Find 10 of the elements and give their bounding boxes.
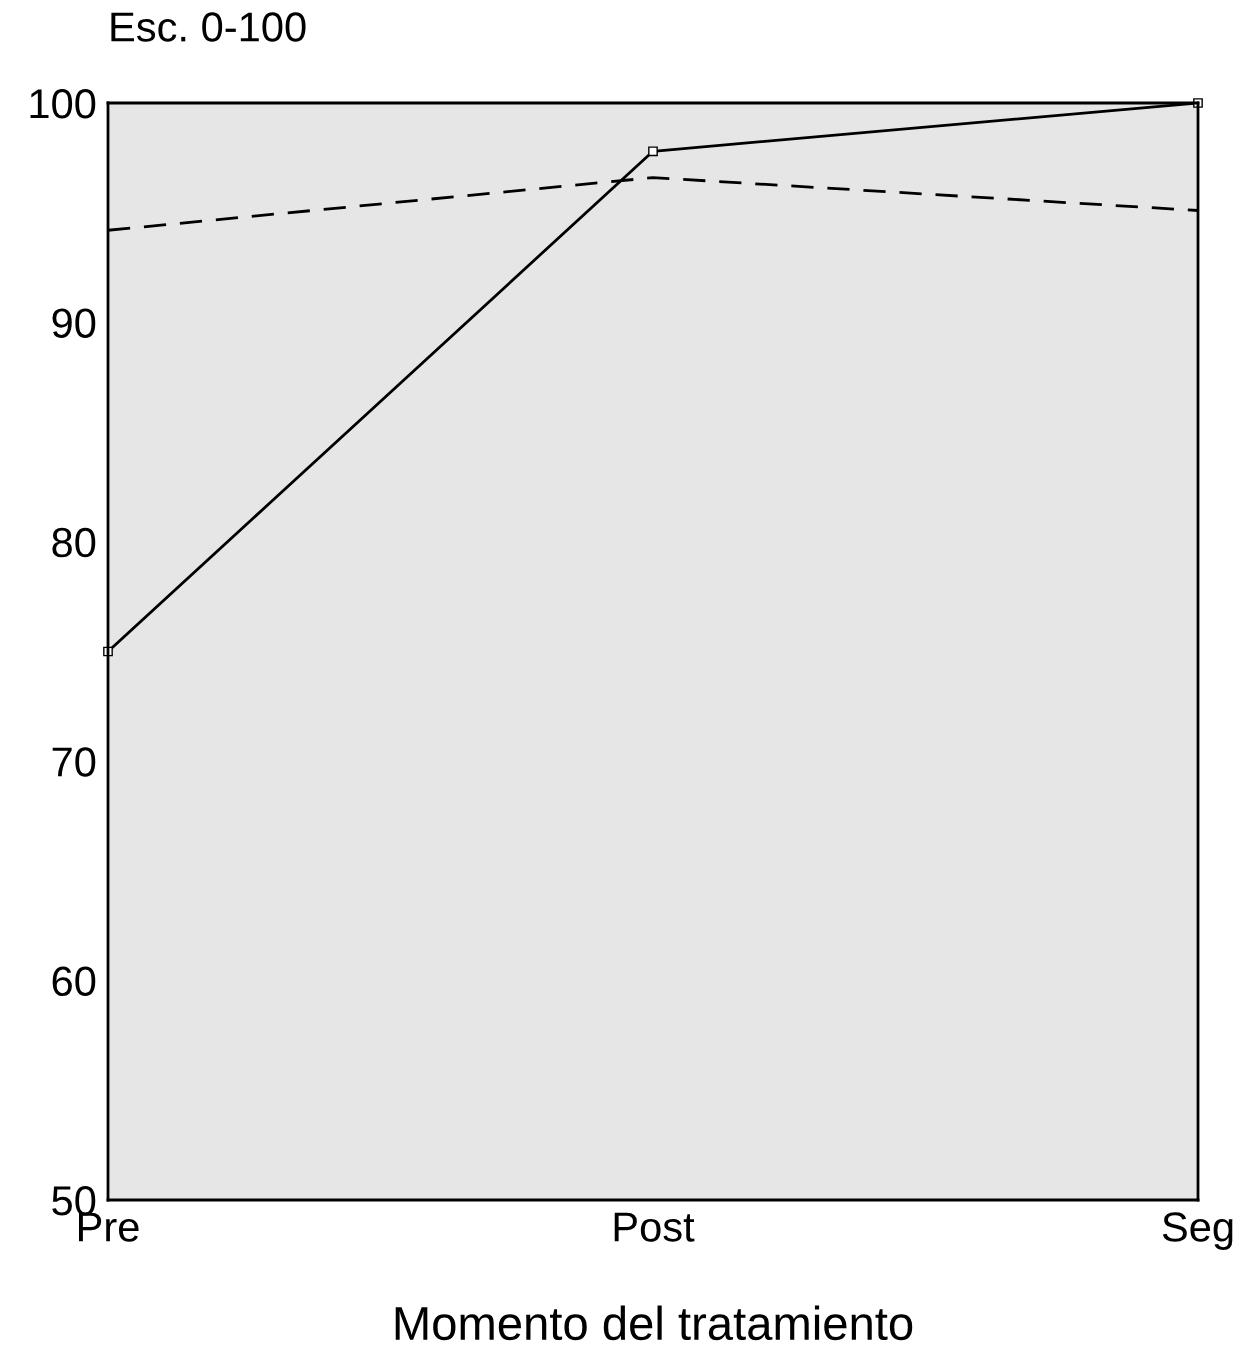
y-tick-label: 60	[52, 966, 96, 997]
y-tick-label: 80	[52, 527, 96, 558]
y-axis-title: Esc. 0-100	[111, 12, 306, 42]
point	[648, 146, 658, 157]
x-axis-title: Momento del tratamiento	[395, 1305, 913, 1341]
y-tick-label: 70	[52, 747, 96, 777]
y-tick-label: 90	[52, 308, 96, 338]
x-tick-label: Seg	[1162, 1212, 1233, 1250]
y-tick-label: 100	[30, 89, 96, 119]
x-tick-label: Post	[614, 1212, 695, 1242]
